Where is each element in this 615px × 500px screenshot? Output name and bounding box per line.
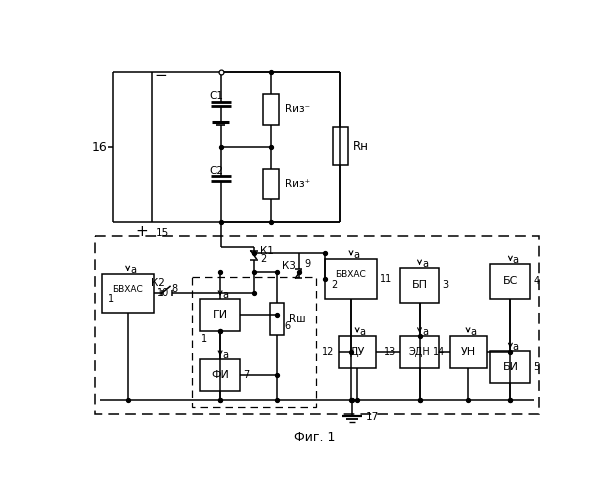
Bar [400, 336, 438, 368]
Text: ФИ: ФИ [211, 370, 229, 380]
Text: 2: 2 [331, 280, 337, 290]
Text: а: а [354, 250, 359, 260]
Text: а: а [513, 255, 519, 265]
Text: БВХАС: БВХАС [113, 285, 143, 294]
Text: а: а [223, 350, 229, 360]
Text: К3: К3 [282, 262, 296, 272]
Text: Rн: Rн [352, 140, 368, 152]
Bar [400, 268, 438, 302]
Text: 1: 1 [201, 334, 207, 344]
Text: 12: 12 [322, 347, 335, 357]
Text: ДУ: ДУ [349, 347, 365, 357]
Text: 7: 7 [243, 370, 250, 380]
Text: БП: БП [411, 280, 427, 290]
Text: К2: К2 [151, 278, 165, 288]
Text: Rш: Rш [290, 314, 306, 324]
Text: а: а [130, 265, 136, 275]
Text: К1: К1 [260, 246, 274, 256]
Bar [200, 359, 240, 391]
Bar [192, 277, 315, 406]
Text: УН: УН [461, 347, 475, 357]
Bar [325, 258, 377, 298]
Text: 10: 10 [157, 288, 169, 298]
Bar [101, 274, 154, 312]
Bar [263, 94, 279, 124]
Text: 15: 15 [156, 228, 169, 238]
Text: а: а [223, 290, 229, 300]
Text: 4: 4 [533, 276, 539, 286]
Text: C1: C1 [209, 91, 223, 101]
Text: −: − [154, 68, 167, 84]
Text: БС: БС [502, 276, 518, 286]
Bar [95, 236, 539, 414]
Bar [490, 264, 530, 298]
Bar [339, 336, 376, 368]
Text: 8: 8 [172, 284, 178, 294]
Bar [333, 127, 348, 166]
Text: 11: 11 [380, 274, 392, 283]
Text: ЭДН: ЭДН [408, 347, 430, 357]
Text: +: + [135, 224, 148, 239]
Bar [200, 298, 240, 331]
Text: 6: 6 [285, 320, 291, 330]
Text: БИ: БИ [502, 362, 518, 372]
Text: Rиз⁺: Rиз⁺ [285, 179, 310, 189]
Text: 5: 5 [533, 362, 540, 372]
Bar [450, 336, 486, 368]
Text: а: а [422, 259, 428, 269]
Text: 3: 3 [442, 280, 448, 290]
Text: БВХАС: БВХАС [336, 270, 367, 280]
Text: 14: 14 [434, 347, 446, 357]
Text: C2: C2 [209, 166, 223, 176]
Text: 2: 2 [260, 254, 266, 264]
Text: Rиз⁻: Rиз⁻ [285, 104, 310, 115]
Bar [263, 168, 279, 200]
Text: а: а [513, 342, 519, 352]
Text: 13: 13 [384, 347, 397, 357]
Bar [270, 302, 284, 335]
Text: а: а [360, 327, 365, 337]
Text: 1: 1 [108, 294, 114, 304]
Text: 16: 16 [92, 140, 108, 153]
Text: ГИ: ГИ [213, 310, 228, 320]
Text: а: а [422, 327, 428, 337]
Text: 17: 17 [366, 412, 379, 422]
Text: 9: 9 [305, 259, 311, 269]
Text: а: а [470, 327, 477, 337]
Bar [490, 351, 530, 384]
Text: Фиг. 1: Фиг. 1 [294, 431, 336, 444]
